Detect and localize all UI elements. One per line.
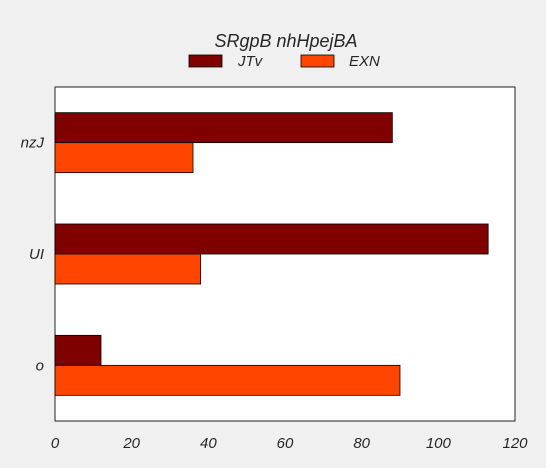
legend-label-JTv: JTv [237, 53, 264, 70]
bar-EXN-UI [54, 253, 202, 285]
y-tick-label: UI [29, 246, 44, 263]
legend-swatch-EXN [300, 54, 335, 68]
x-tick-label: 100 [426, 435, 452, 452]
bar-JTv-nzJ [54, 112, 393, 144]
x-tick-label: 20 [122, 435, 140, 452]
y-axis: nzJ UI o [21, 135, 45, 375]
bar-JTv-o [54, 334, 102, 366]
x-axis: 0 20 40 60 80 100 120 [51, 435, 528, 452]
y-tick-label: o [36, 357, 44, 374]
bar-EXN-o [54, 364, 401, 396]
legend-swatch-JTv [188, 54, 223, 68]
legend-label-EXN: EXN [349, 53, 380, 70]
chart-title: SRgpB nhHpejBA [214, 31, 357, 51]
bars-group [54, 112, 489, 396]
y-tick-label: nzJ [21, 135, 45, 152]
bar-EXN-nzJ [54, 142, 194, 174]
bar-JTv-UI [54, 223, 489, 255]
x-tick-label: 120 [502, 435, 528, 452]
x-tick-label: 40 [200, 435, 217, 452]
x-tick-label: 80 [353, 435, 370, 452]
legend: JTv EXN [188, 53, 380, 70]
x-tick-label: 0 [51, 435, 60, 452]
x-tick-label: 60 [277, 435, 294, 452]
